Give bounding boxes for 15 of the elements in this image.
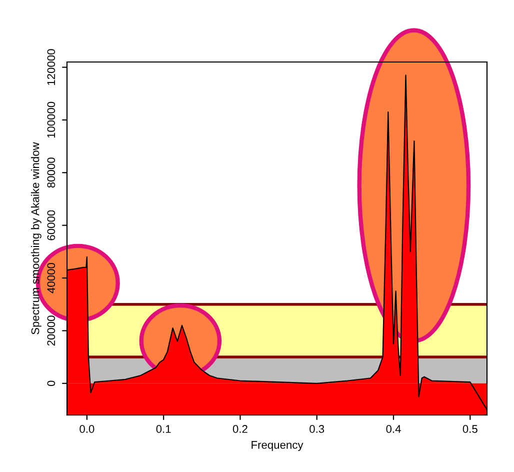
y-tick-label: 80000 bbox=[47, 158, 56, 188]
y-tick-label: 120000 bbox=[47, 49, 56, 85]
x-tick-label: 0.1 bbox=[156, 425, 171, 433]
y-axis-title: Spectrum smoothing by Akaike window bbox=[31, 142, 42, 334]
y-tick-label: 20000 bbox=[47, 316, 56, 346]
y-tick-label: 0 bbox=[47, 380, 56, 386]
x-tick-label: 0.5 bbox=[462, 425, 478, 433]
y-tick-label: 100000 bbox=[47, 102, 56, 138]
y-tick-label: 40000 bbox=[47, 263, 56, 294]
y-tick-label: 60000 bbox=[47, 210, 56, 240]
x-tick-label: 0.2 bbox=[232, 425, 248, 433]
x-tick-label: 0.4 bbox=[386, 425, 401, 433]
x-axis-title: Frequency bbox=[252, 441, 304, 451]
x-tick-label: 0.3 bbox=[310, 425, 324, 433]
x-tick-label: 0.0 bbox=[80, 425, 94, 433]
